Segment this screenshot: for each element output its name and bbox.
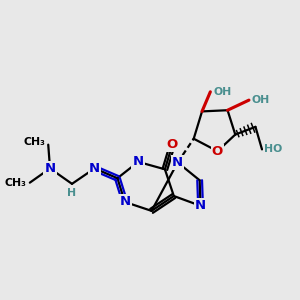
Text: CH₃: CH₃ bbox=[23, 137, 45, 147]
Text: N: N bbox=[89, 162, 100, 175]
Text: N: N bbox=[44, 162, 56, 175]
Text: OH: OH bbox=[213, 87, 232, 97]
Text: H: H bbox=[68, 188, 76, 198]
Text: N: N bbox=[172, 156, 183, 169]
Text: O: O bbox=[212, 145, 223, 158]
Text: N: N bbox=[119, 196, 130, 208]
Text: O: O bbox=[167, 138, 178, 151]
Text: N: N bbox=[133, 155, 144, 168]
Text: HO: HO bbox=[264, 144, 283, 154]
Text: OH: OH bbox=[252, 95, 270, 105]
Text: CH₃: CH₃ bbox=[4, 178, 26, 188]
Text: N: N bbox=[195, 199, 206, 212]
